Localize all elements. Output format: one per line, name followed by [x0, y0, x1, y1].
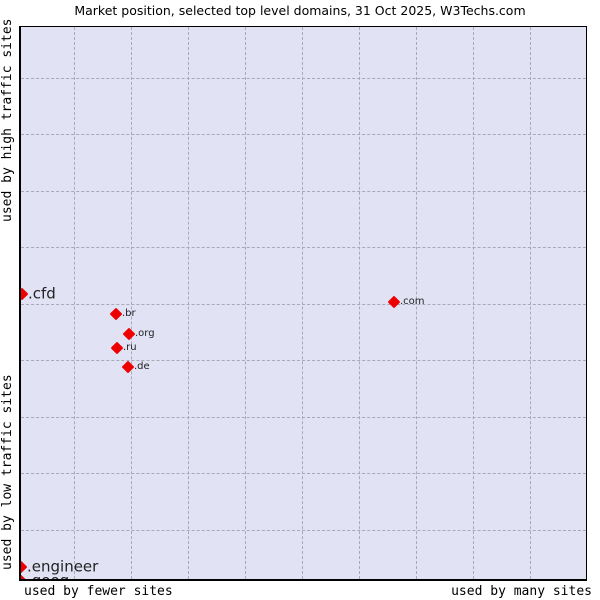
y-axis-bottom-caption: used by low traffic sites: [0, 374, 15, 570]
data-point-label: .cfd: [28, 284, 56, 303]
data-point-label: .br: [122, 308, 136, 319]
data-point-label: .org: [135, 328, 155, 339]
diamond-marker-icon: [387, 295, 401, 309]
chart-title: Market position, selected top level doma…: [74, 3, 526, 18]
plot-area: .cfd .com .br .org .ru .de .engineer .goog: [19, 26, 587, 581]
data-points-layer: .cfd .com .br .org .ru .de .engineer .goog: [21, 27, 586, 579]
data-point-label: .com: [400, 296, 425, 307]
data-point-label: .de: [134, 361, 150, 372]
diamond-marker-icon: [109, 307, 123, 321]
diamond-marker-icon: [121, 360, 135, 374]
data-point-label: .engineer: [27, 557, 99, 576]
x-axis-right-caption: used by many sites: [451, 584, 592, 599]
x-axis-left-caption: used by fewer sites: [24, 584, 173, 599]
diamond-marker-icon: [21, 287, 29, 301]
data-point-label: .ru: [123, 342, 137, 353]
data-point-label: .goog: [27, 571, 70, 581]
diamond-marker-icon: [122, 327, 136, 341]
y-axis-top-caption: used by high traffic sites: [0, 18, 15, 223]
diamond-marker-icon: [110, 341, 124, 355]
